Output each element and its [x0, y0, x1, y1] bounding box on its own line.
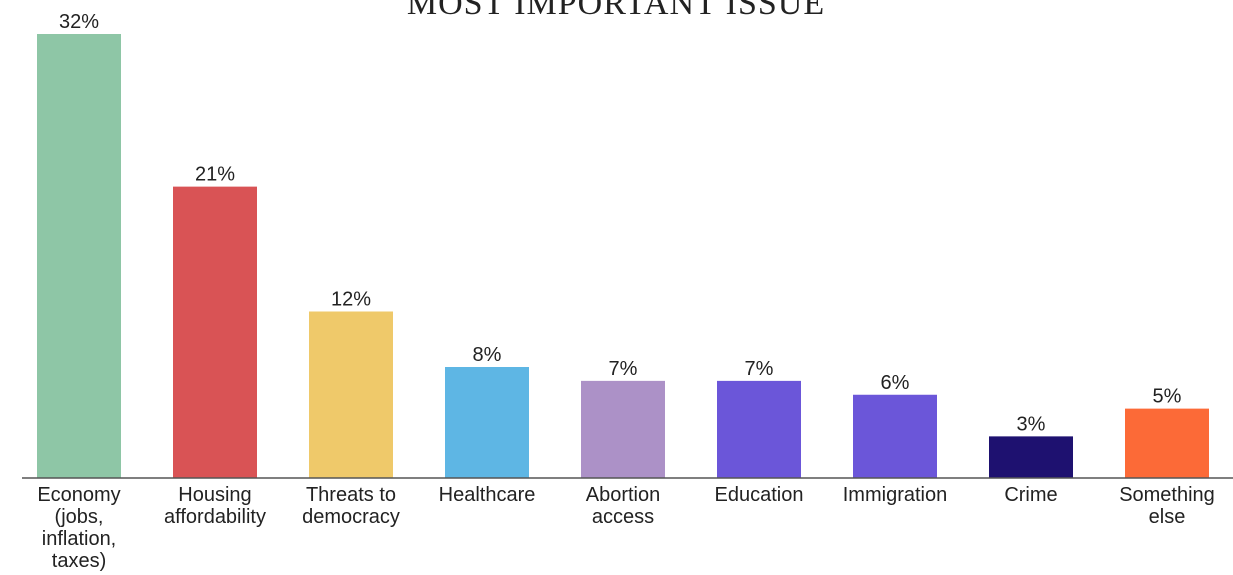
- category-label-line: affordability: [164, 506, 266, 528]
- category-label-line: Immigration: [843, 484, 947, 506]
- value-labels-group: 32% 21% 12% 8% 7% 7% 6% 3% 5%: [59, 11, 1182, 435]
- category-label-line: Education: [715, 484, 804, 506]
- value-label-7: 6%: [881, 372, 910, 394]
- value-label-2: 21%: [195, 164, 235, 186]
- bar-6: [717, 380, 801, 478]
- bar-9: [1125, 408, 1209, 478]
- category-label-line: Crime: [1004, 484, 1057, 506]
- category-label-6: Education: [715, 484, 804, 506]
- category-label-8: Crime: [1004, 484, 1057, 506]
- bar-1: [37, 34, 121, 478]
- category-label-line: inflation,: [42, 528, 117, 550]
- category-label-line: Threats to: [306, 484, 396, 506]
- bar-5: [581, 380, 665, 478]
- bar-3: [309, 311, 393, 478]
- category-label-line: (jobs,: [55, 506, 104, 528]
- bar-4: [445, 367, 529, 478]
- category-label-line: else: [1149, 506, 1186, 528]
- value-label-6: 7%: [745, 358, 774, 380]
- value-label-1: 32%: [59, 11, 99, 33]
- value-label-5: 7%: [609, 358, 638, 380]
- bar-7: [853, 394, 937, 478]
- category-label-line: Abortion: [586, 484, 661, 506]
- value-label-9: 5%: [1153, 386, 1182, 408]
- value-label-8: 3%: [1017, 413, 1046, 435]
- value-label-3: 12%: [331, 289, 371, 311]
- category-labels-group: Economy (jobs, inflation, taxes) Housing affo…: [37, 484, 1215, 572]
- category-label-line: Healthcare: [439, 484, 536, 506]
- category-label-7: Immigration: [843, 484, 947, 506]
- category-label-line: democracy: [302, 506, 400, 528]
- bar-8: [989, 436, 1073, 478]
- category-label-4: Healthcare: [439, 484, 536, 506]
- category-label-line: taxes): [52, 550, 106, 572]
- category-label-line: Housing: [178, 484, 251, 506]
- category-label-line: access: [592, 506, 654, 528]
- category-label-1: Economy (jobs, inflation, taxes): [37, 484, 120, 572]
- category-label-line: Economy: [37, 484, 120, 506]
- chart-title: MOST IMPORTANT ISSUE: [407, 0, 825, 22]
- category-label-9: Something else: [1119, 484, 1215, 528]
- category-label-3: Threats to democracy: [302, 484, 400, 528]
- bar-2: [173, 186, 257, 478]
- category-label-5: Abortion access: [586, 484, 661, 528]
- category-label-2: Housing affordability: [164, 484, 266, 528]
- bars-group: [37, 34, 1209, 478]
- value-label-4: 8%: [473, 344, 502, 366]
- category-label-line: Something: [1119, 484, 1215, 506]
